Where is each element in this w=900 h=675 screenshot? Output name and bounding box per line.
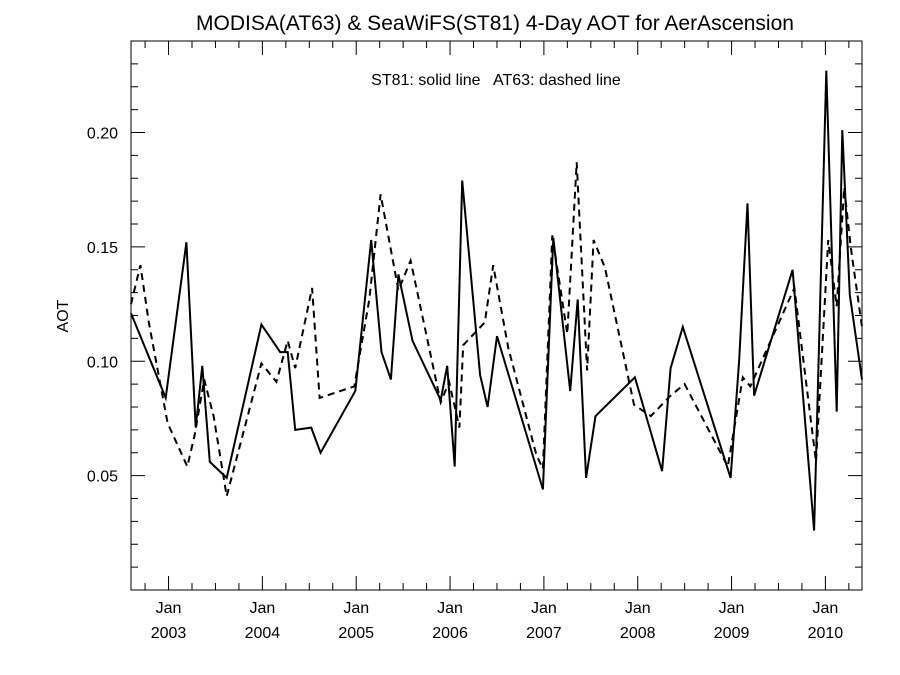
y-tick-label: 0.10 [87,354,118,371]
minor-ticks [131,41,862,590]
y-tick-label: 0.05 [87,469,118,486]
x-tick-month-label: Jan [531,600,557,617]
x-tick-year-label: 2007 [526,625,562,642]
x-tick-month-label: Jan [813,600,839,617]
y-tick-label: 0.15 [87,240,118,257]
series-line-at63 [130,162,863,497]
y-axis-label: AOT [55,299,72,332]
x-tick-month-label: Jan [343,600,369,617]
x-tick-month-label: Jan [156,600,182,617]
x-tick-year-label: 2004 [245,625,281,642]
chart-title: MODISA(AT63) & SeaWiFS(ST81) 4-Day AOT f… [196,12,794,35]
series-layer [130,70,863,531]
x-tick-year-label: 2010 [808,625,844,642]
x-tick-year-label: 2008 [620,625,656,642]
x-tick-month-label: Jan [625,600,651,617]
x-tick-month-label: Jan [719,600,745,617]
series-line-st81 [130,70,863,531]
x-tick-month-label: Jan [437,600,463,617]
x-tick-year-label: 2003 [151,625,187,642]
legend-note: ST81: solid line AT63: dashed line [371,72,621,89]
y-tick-label: 0.20 [87,126,118,143]
x-tick-year-label: 2009 [714,625,750,642]
x-tick-year-label: 2006 [432,625,468,642]
y-axis: 0.05 0.10 0.15 0.20 [87,126,862,486]
x-tick-month-label: Jan [249,600,275,617]
x-tick-year-label: 2005 [338,625,374,642]
x-axis: Jan 2003 Jan 2004 Jan 2005 Jan 2006 Jan 2007 Jan 20… [151,41,844,642]
